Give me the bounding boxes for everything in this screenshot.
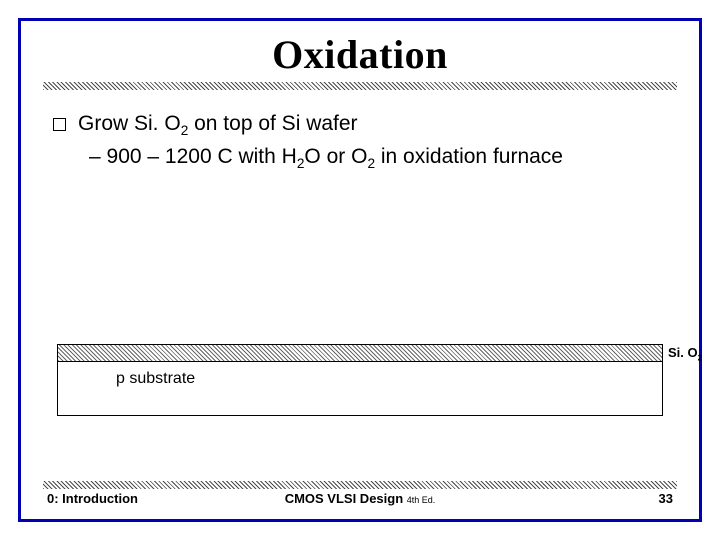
checkbox-icon: [53, 118, 66, 131]
wafer-diagram: Si. O2 p substrate: [57, 344, 663, 416]
dash-icon: –: [89, 145, 101, 168]
substrate-layer: p substrate: [57, 362, 663, 416]
substrate-label: p substrate: [116, 370, 195, 388]
footer-book-title: CMOS VLSI Design: [285, 491, 403, 506]
bullet-item: Grow Si. O2 on top of Si wafer: [53, 110, 667, 141]
footer: 0: Introduction CMOS VLSI Design 4th Ed.…: [43, 481, 677, 507]
sio2-label: Si. O2: [668, 345, 702, 363]
sio2-layer: Si. O2: [57, 344, 663, 362]
footer-edition: 4th Ed.: [407, 495, 436, 505]
page-number: 33: [659, 491, 673, 506]
slide-title: Oxidation: [21, 31, 699, 78]
content-area: Grow Si. O2 on top of Si wafer – 900 – 1…: [53, 110, 667, 173]
footer-book: CMOS VLSI Design 4th Ed.: [43, 491, 677, 506]
footer-divider: [43, 481, 677, 489]
slide-frame: Oxidation Grow Si. O2 on top of Si wafer…: [18, 18, 702, 522]
sub-bullet-item: – 900 – 1200 C with H2O or O2 in oxidati…: [89, 143, 667, 174]
footer-chapter: 0: Introduction: [47, 491, 138, 506]
sub-bullet-text: 900 – 1200 C with H2O or O2 in oxidation…: [107, 145, 563, 168]
title-divider: [43, 82, 677, 90]
bullet-text: Grow Si. O2 on top of Si wafer: [78, 110, 358, 141]
footer-row: 0: Introduction CMOS VLSI Design 4th Ed.…: [43, 491, 677, 506]
